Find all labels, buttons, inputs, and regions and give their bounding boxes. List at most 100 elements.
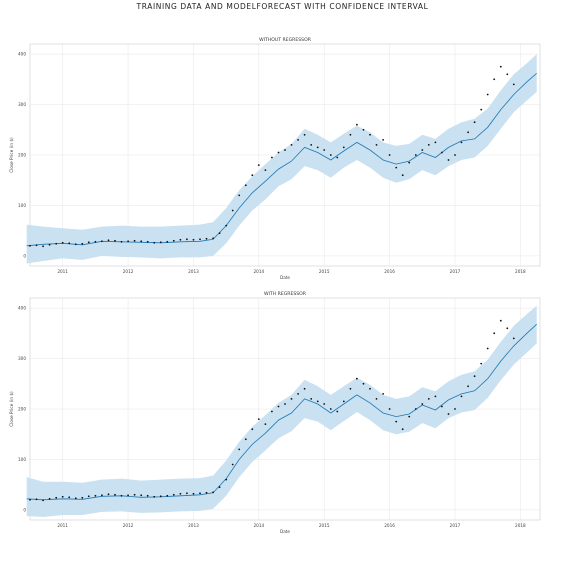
data-point: [81, 242, 84, 245]
data-point: [205, 491, 208, 494]
data-point: [166, 494, 169, 497]
data-point: [434, 395, 437, 398]
data-point: [48, 497, 51, 500]
data-point: [408, 161, 411, 164]
data-point: [382, 139, 384, 141]
data-point: [199, 238, 201, 241]
data-point: [493, 332, 496, 335]
data-point: [61, 241, 64, 244]
x-tick-label: 2016: [384, 269, 395, 274]
data-point: [395, 166, 398, 169]
data-point: [414, 408, 417, 410]
data-point: [427, 144, 430, 146]
data-point: [225, 478, 228, 481]
data-point: [316, 400, 319, 403]
data-point: [192, 492, 195, 495]
data-point: [512, 83, 515, 86]
data-point: [225, 224, 228, 227]
data-point: [238, 194, 241, 197]
data-point: [271, 410, 273, 413]
data-point: [342, 146, 345, 149]
data-point: [257, 164, 260, 167]
data-point: [55, 496, 58, 499]
data-point: [447, 413, 450, 415]
x-tick-label: 2017: [450, 269, 461, 274]
data-point: [251, 428, 254, 431]
data-point: [257, 418, 260, 420]
data-point: [94, 240, 97, 243]
data-point: [421, 149, 424, 151]
data-point: [192, 238, 195, 241]
data-point: [349, 133, 352, 136]
y-tick-label: 300: [18, 356, 26, 361]
data-point: [179, 238, 182, 241]
data-point: [473, 375, 476, 378]
data-point: [166, 240, 169, 243]
data-point: [401, 174, 404, 177]
x-axis-label: Date: [280, 529, 290, 534]
data-point: [205, 237, 208, 240]
data-point: [388, 408, 391, 410]
x-tick-label: 2014: [254, 523, 265, 528]
data-point: [172, 493, 175, 496]
data-point: [231, 463, 234, 466]
data-point: [427, 398, 430, 400]
data-point: [120, 240, 123, 243]
data-point: [87, 241, 90, 244]
data-point: [186, 238, 188, 241]
data-point: [74, 243, 77, 246]
data-point: [186, 492, 188, 495]
data-point: [101, 494, 103, 497]
y-tick-label: 200: [18, 407, 26, 412]
data-point: [414, 154, 417, 156]
series-training-points: [29, 65, 515, 248]
data-point: [369, 387, 371, 390]
data-point: [251, 174, 254, 177]
x-tick-label: 2015: [319, 523, 330, 528]
data-point: [375, 144, 378, 146]
data-point: [42, 499, 44, 502]
data-point: [127, 240, 129, 243]
y-axis-label: Close Price (in $): [9, 137, 14, 173]
series-training-points: [29, 319, 515, 502]
data-point: [512, 337, 515, 340]
data-point: [290, 144, 293, 146]
x-tick-label: 2012: [123, 523, 134, 528]
data-point: [467, 131, 469, 134]
x-axis-label: Date: [280, 275, 290, 280]
data-point: [401, 428, 404, 431]
data-point: [114, 239, 116, 242]
y-tick-label: 400: [18, 52, 26, 57]
data-point: [212, 237, 215, 240]
data-point: [107, 493, 110, 496]
data-point: [55, 242, 58, 245]
data-point: [218, 486, 221, 489]
data-point: [454, 154, 456, 156]
data-point: [506, 73, 509, 76]
data-point: [441, 151, 443, 154]
y-tick-label: 100: [18, 203, 26, 208]
x-tick-label: 2018: [515, 269, 526, 274]
data-point: [35, 498, 38, 501]
x-tick-label: 2015: [319, 269, 330, 274]
data-point: [480, 362, 483, 365]
data-point: [316, 146, 319, 149]
data-point: [42, 245, 44, 248]
data-point: [336, 156, 339, 159]
data-point: [284, 403, 286, 405]
data-point: [231, 209, 234, 212]
data-point: [323, 149, 326, 151]
data-point: [179, 492, 182, 495]
data-point: [323, 403, 326, 405]
data-point: [375, 398, 378, 400]
x-tick-label: 2012: [123, 269, 134, 274]
x-tick-label: 2013: [188, 269, 199, 274]
data-point: [290, 398, 293, 400]
data-point: [140, 240, 143, 243]
data-point: [244, 184, 247, 187]
data-point: [264, 169, 267, 172]
data-point: [133, 239, 136, 242]
data-point: [329, 408, 332, 410]
data-point: [140, 494, 143, 497]
x-tick-label: 2011: [57, 269, 68, 274]
